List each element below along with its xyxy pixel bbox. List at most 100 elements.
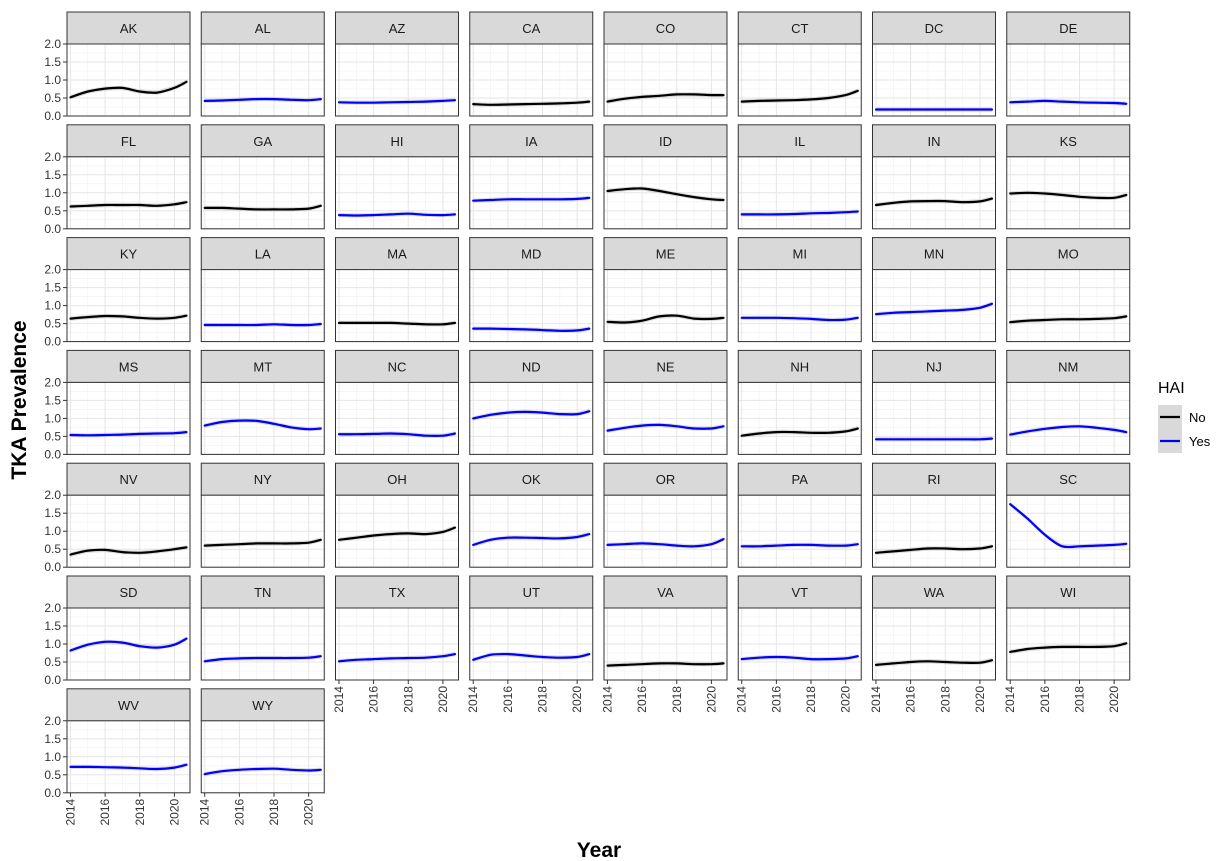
facet-strip-label: AL [255, 21, 271, 36]
series-line-yes [472, 196, 591, 202]
panel-border [200, 720, 325, 794]
facet-strip [200, 349, 325, 383]
y-tick-label: 0.5 [44, 204, 61, 218]
facet-panel-nj: NJ [872, 349, 996, 455]
facet-strip-label: MA [387, 247, 407, 262]
x-tick-label: 2014 [466, 686, 480, 713]
y-tick-label: 0.0 [44, 447, 61, 461]
x-tick-label: 2020 [436, 686, 450, 713]
series-line-yes [472, 410, 591, 420]
series-line-no [1009, 642, 1128, 653]
facet-strip-label: TN [254, 585, 271, 600]
facet-panel-ok: OK [469, 462, 594, 568]
panel-border [603, 43, 728, 117]
facet-strip-label: OK [522, 472, 541, 487]
facet-strip-label: MI [793, 247, 807, 262]
facet-strip [469, 124, 594, 158]
x-tick-label: 2014 [735, 686, 749, 713]
facet-strip [737, 237, 862, 271]
y-tick-label: 2.0 [44, 601, 61, 615]
y-tick-label: 1.5 [44, 281, 61, 295]
series-line-no [606, 93, 725, 103]
x-tick-label: 2020 [704, 686, 718, 713]
x-tick-label: 2014 [1003, 686, 1017, 713]
series-line-yes [203, 767, 322, 776]
facet-panel-ma: MA [335, 237, 459, 343]
panel-border [469, 269, 594, 343]
facet-strip-label: SC [1059, 472, 1077, 487]
y-tick-label: 0.5 [44, 429, 61, 443]
facet-strip [1006, 11, 1131, 45]
panel-border [872, 156, 996, 230]
facet-panel-or: OR [603, 462, 728, 568]
facet-strip-label: UT [523, 585, 540, 600]
facet-panel-vt: VT 2014 2016 2018 2020 [735, 575, 862, 713]
facet-strip [66, 11, 191, 45]
y-tick-label: 0.0 [44, 560, 61, 574]
x-tick-label: 2014 [198, 798, 212, 825]
facet-panel-la: LA [200, 237, 325, 343]
facet-strip [469, 237, 594, 271]
y-tick-label: 0.0 [44, 222, 61, 236]
facet-strip [603, 349, 728, 383]
panel-border [469, 607, 594, 681]
confidence-band [876, 544, 992, 555]
x-tick-label: 2018 [133, 798, 147, 825]
x-tick-label: 2018 [938, 686, 952, 713]
facet-panel-ia: IA [469, 124, 594, 230]
series-line-yes [874, 302, 994, 316]
y-tick-label: 1.0 [44, 750, 61, 764]
confidence-band [607, 661, 724, 668]
facet-panel-va: VA 2014 2016 2018 2020 [600, 575, 728, 713]
facet-strip [66, 349, 191, 383]
series-line-no [874, 659, 994, 666]
series-line-no [472, 100, 591, 106]
facet-strip-label: ME [656, 247, 676, 262]
facet-strip-label: CA [522, 21, 540, 36]
y-tick-label: 2.0 [44, 150, 61, 164]
facet-panel-il: IL [737, 124, 862, 230]
y-tick-label: 2.0 [44, 263, 61, 277]
panel-border [335, 43, 459, 117]
panel-border [872, 607, 996, 681]
x-tick-label: 2016 [98, 798, 112, 825]
facet-strip-label: RI [928, 472, 941, 487]
series-line-no [874, 197, 994, 207]
panel-border [469, 381, 594, 455]
x-tick-label: 2020 [570, 686, 584, 713]
confidence-band [473, 409, 590, 421]
y-tick-label: 1.0 [44, 299, 61, 313]
series-line-yes [69, 763, 188, 771]
facet-strip-label: NY [254, 472, 272, 487]
panel-border [872, 494, 996, 568]
series-line-yes [203, 322, 322, 327]
facet-strip-label: PA [792, 472, 809, 487]
series-line-yes [606, 423, 725, 432]
y-axis-title: TKA Prevalence [8, 320, 31, 479]
facet-strip-label: NV [119, 472, 137, 487]
facet-panel-sd: SD 0.0 0.5 1.0 1.5 2.0 [44, 575, 191, 687]
facet-strip [603, 237, 728, 271]
facet-panel-me: ME [603, 237, 728, 343]
legend-entry-label: Yes [1189, 434, 1211, 449]
facet-panel-mo: MO [1006, 237, 1131, 343]
facet-panel-sc: SC [1006, 462, 1131, 568]
facet-strip-label: MN [924, 247, 944, 262]
panel-border [737, 43, 862, 117]
facet-strip [872, 124, 996, 158]
facet-panel-tx: TX 2014 2016 2018 2020 [332, 575, 459, 713]
facet-panel-wa: WA 2014 2016 2018 2020 [869, 575, 996, 713]
panel-border [335, 381, 459, 455]
series-line-no [606, 662, 725, 667]
panel-border [603, 494, 728, 568]
facet-panel-mn: MN [872, 237, 996, 343]
x-tick-label: 2018 [670, 686, 684, 713]
panel-border [737, 381, 862, 455]
facet-strip [200, 462, 325, 496]
series-line-no [740, 427, 859, 437]
panel-border [603, 269, 728, 343]
panel-border [335, 269, 459, 343]
series-line-yes [472, 652, 591, 661]
y-tick-label: 1.0 [44, 637, 61, 651]
y-tick-label: 1.5 [44, 393, 61, 407]
